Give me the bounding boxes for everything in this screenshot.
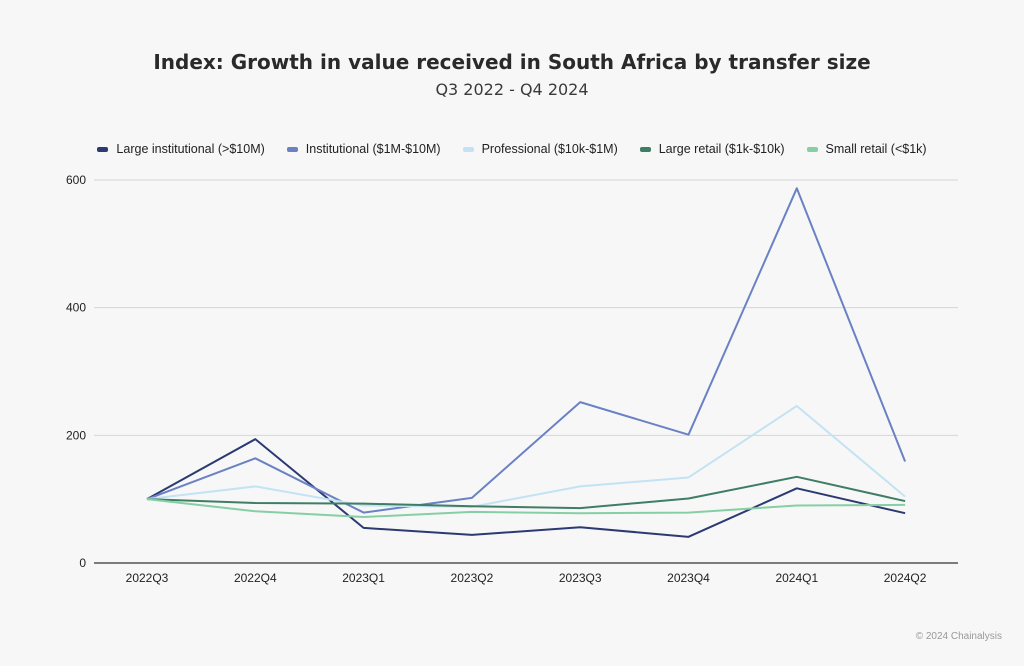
x-tick-label: 2022Q3 — [126, 571, 169, 585]
legend-label: Professional ($10k-$1M) — [481, 142, 618, 156]
series-line-0 — [146, 438, 906, 538]
legend-swatch — [462, 146, 474, 152]
legend-label: Large retail ($1k-$10k) — [658, 142, 785, 156]
x-tick-label: 2023Q4 — [667, 571, 710, 585]
legend-label: Small retail (<$1k) — [825, 142, 927, 156]
x-tick-label: 2022Q4 — [234, 571, 277, 585]
series-line-1 — [146, 187, 907, 514]
legend-swatch — [806, 146, 818, 152]
legend-swatch — [286, 146, 298, 152]
x-tick-label: 2024Q2 — [884, 571, 927, 585]
x-tick-label: 2023Q2 — [451, 571, 494, 585]
chart-subtitle: Q3 2022 - Q4 2024 — [435, 80, 589, 99]
series-line-3 — [146, 475, 906, 510]
legend-item: Small retail (<$1k) — [806, 142, 927, 156]
legend-swatch — [639, 146, 651, 152]
series-line-4 — [146, 498, 906, 519]
x-tick-label: 2023Q3 — [559, 571, 602, 585]
copyright: © 2024 Chainalysis — [915, 631, 1002, 642]
legend-item: Institutional ($1M-$10M) — [286, 142, 441, 156]
y-tick-label: 0 — [79, 556, 86, 570]
y-tick-label: 200 — [66, 428, 86, 442]
legend-label: Large institutional (>$10M) — [116, 142, 265, 156]
legend-swatch — [97, 146, 109, 152]
y-tick-label: 400 — [66, 301, 86, 315]
y-tick-label: 600 — [66, 173, 86, 187]
legend-item: Large institutional (>$10M) — [97, 142, 265, 156]
series-line-2 — [146, 404, 906, 508]
legend: Large institutional (>$10M) Institutional… — [0, 142, 1024, 156]
legend-item: Professional ($10k-$1M) — [462, 142, 618, 156]
chart-title: Index: Growth in value received in South… — [153, 50, 871, 74]
x-tick-label: 2024Q1 — [775, 571, 818, 585]
legend-item: Large retail ($1k-$10k) — [639, 142, 785, 156]
legend-label: Institutional ($1M-$10M) — [305, 142, 441, 156]
x-tick-label: 2023Q1 — [342, 571, 385, 585]
